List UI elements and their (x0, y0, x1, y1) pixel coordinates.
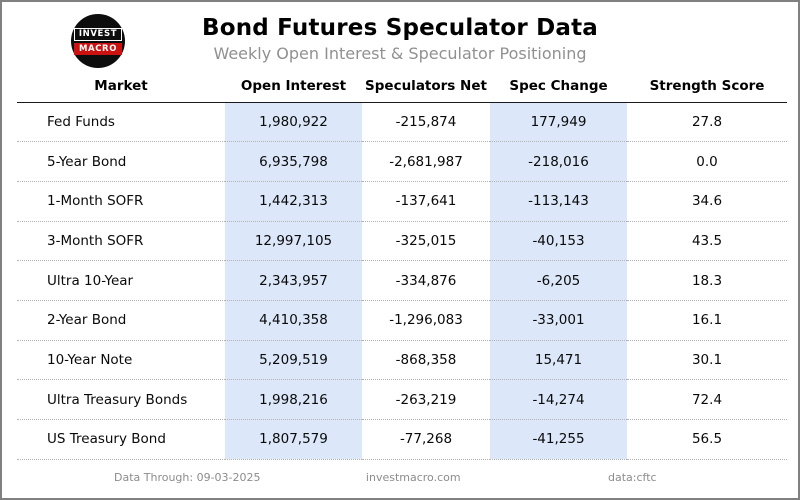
logo-text-invest: INVEST (74, 27, 122, 41)
strength-score-cell: 43.5 (627, 221, 787, 262)
spec-change-cell: -6,205 (490, 260, 627, 301)
market-cell: 2-Year Bond (17, 300, 225, 341)
table-row: Fed Funds 1,980,922 -215,874 177,949 27.… (17, 102, 787, 143)
open-interest-cell: 1,998,216 (225, 379, 362, 420)
market-cell: 5-Year Bond (17, 141, 225, 182)
footer-data-through: Data Through: 09-03-2025 (114, 471, 261, 484)
table-body: Fed Funds 1,980,922 -215,874 177,949 27.… (17, 102, 787, 460)
speculators-net-cell: -1,296,083 (362, 300, 490, 341)
speculators-net-cell: -215,874 (362, 102, 490, 143)
column-header-strength-score: Strength Score (627, 71, 787, 103)
table-row: 2-Year Bond 4,410,358 -1,296,083 -33,001… (17, 300, 787, 341)
open-interest-cell: 6,935,798 (225, 141, 362, 182)
column-header-spec-change: Spec Change (490, 71, 627, 103)
table-row: 5-Year Bond 6,935,798 -2,681,987 -218,01… (17, 141, 787, 182)
table-header-row: Market Open Interest Speculators Net Spe… (17, 71, 787, 103)
open-interest-cell: 4,410,358 (225, 300, 362, 341)
table-row: US Treasury Bond 1,807,579 -77,268 -41,2… (17, 419, 787, 460)
spec-change-cell: 177,949 (490, 102, 627, 143)
speculator-table: Market Open Interest Speculators Net Spe… (17, 71, 787, 460)
header: Bond Futures Speculator Data Weekly Open… (2, 2, 798, 63)
open-interest-cell: 5,209,519 (225, 340, 362, 381)
table-header: Market Open Interest Speculators Net Spe… (17, 71, 787, 103)
speculators-net-cell: -868,358 (362, 340, 490, 381)
speculators-net-cell: -77,268 (362, 419, 490, 460)
spec-change-cell: -113,143 (490, 181, 627, 222)
table-row: Ultra 10-Year 2,343,957 -334,876 -6,205 … (17, 260, 787, 301)
market-cell: US Treasury Bond (17, 419, 225, 460)
table-row: 3-Month SOFR 12,997,105 -325,015 -40,153… (17, 221, 787, 262)
column-header-open-interest: Open Interest (225, 71, 362, 103)
market-cell: Ultra 10-Year (17, 260, 225, 301)
open-interest-cell: 1,980,922 (225, 102, 362, 143)
strength-score-cell: 72.4 (627, 379, 787, 420)
investmacro-logo: INVEST MACRO (71, 14, 125, 68)
page-subtitle: Weekly Open Interest & Speculator Positi… (213, 44, 587, 63)
spec-change-cell: -14,274 (490, 379, 627, 420)
spec-change-cell: -218,016 (490, 141, 627, 182)
footer-source: data:cftc (608, 471, 657, 484)
table-row: 10-Year Note 5,209,519 -868,358 15,471 3… (17, 340, 787, 381)
spec-change-cell: -41,255 (490, 419, 627, 460)
strength-score-cell: 27.8 (627, 102, 787, 143)
speculators-net-cell: -2,681,987 (362, 141, 490, 182)
table-row: Ultra Treasury Bonds 1,998,216 -263,219 … (17, 379, 787, 420)
speculators-net-cell: -334,876 (362, 260, 490, 301)
market-cell: 10-Year Note (17, 340, 225, 381)
market-cell: 1-Month SOFR (17, 181, 225, 222)
open-interest-cell: 12,997,105 (225, 221, 362, 262)
logo-text-macro: MACRO (74, 42, 122, 55)
strength-score-cell: 34.6 (627, 181, 787, 222)
column-header-market: Market (17, 71, 225, 103)
strength-score-cell: 56.5 (627, 419, 787, 460)
spec-change-cell: 15,471 (490, 340, 627, 381)
market-cell: Ultra Treasury Bonds (17, 379, 225, 420)
open-interest-cell: 1,442,313 (225, 181, 362, 222)
spec-change-cell: -40,153 (490, 221, 627, 262)
strength-score-cell: 0.0 (627, 141, 787, 182)
footer: Data Through: 09-03-2025 investmacro.com… (2, 462, 798, 498)
table-row: 1-Month SOFR 1,442,313 -137,641 -113,143… (17, 181, 787, 222)
market-cell: 3-Month SOFR (17, 221, 225, 262)
page-title: Bond Futures Speculator Data (201, 15, 599, 41)
spec-change-cell: -33,001 (490, 300, 627, 341)
strength-score-cell: 30.1 (627, 340, 787, 381)
speculators-net-cell: -325,015 (362, 221, 490, 262)
speculators-net-cell: -137,641 (362, 181, 490, 222)
footer-site: investmacro.com (365, 471, 461, 484)
open-interest-cell: 1,807,579 (225, 419, 362, 460)
column-header-speculators-net: Speculators Net (362, 71, 490, 103)
market-cell: Fed Funds (17, 102, 225, 143)
open-interest-cell: 2,343,957 (225, 260, 362, 301)
speculators-net-cell: -263,219 (362, 379, 490, 420)
strength-score-cell: 18.3 (627, 260, 787, 301)
strength-score-cell: 16.1 (627, 300, 787, 341)
